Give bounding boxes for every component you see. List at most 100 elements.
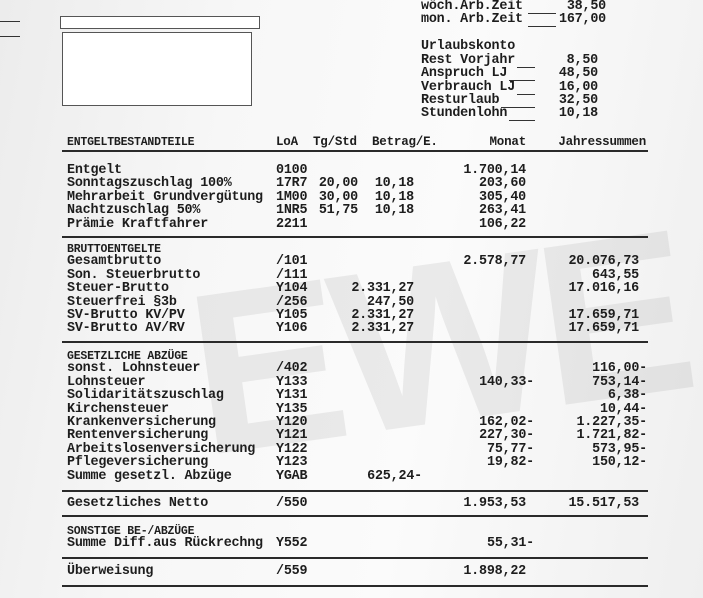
row-betrag: 2.331,27 xyxy=(351,308,414,323)
row-label: Prämie Kraftfahrer xyxy=(67,216,209,232)
row-loa: Y120 xyxy=(276,415,308,430)
row-loa: Y123 xyxy=(276,455,308,471)
row-jahressumme: 6,38- xyxy=(607,388,647,404)
section-title: BRUTTOENTGELTE xyxy=(67,243,161,256)
row-monat: 1.898,22 xyxy=(463,564,526,579)
underline xyxy=(509,80,535,82)
row-monat: 55,31- xyxy=(486,536,534,552)
row-betrag: 10,18 xyxy=(374,203,414,219)
vacation-label: Verbrauch LJ xyxy=(421,79,516,95)
row-betrag: 625,24- xyxy=(367,468,422,484)
row-loa: 1NR5 xyxy=(276,203,308,219)
column-header: ENTGELTBESTANDTEILE xyxy=(67,136,195,149)
row-loa: /101 xyxy=(276,254,308,270)
row-loa: Y106 xyxy=(276,321,308,337)
row-label: Arbeitslosenversicherung xyxy=(67,441,256,457)
row-label: Steuerfrei §3b xyxy=(67,294,177,310)
row-monat: 106,22 xyxy=(478,216,526,232)
worktime-value: 167,00 xyxy=(558,12,606,27)
row-jahressumme: 17.659,71 xyxy=(568,321,639,337)
row-label: Krankenversicherung xyxy=(67,415,216,430)
row-loa: /559 xyxy=(276,564,308,579)
divider xyxy=(62,557,648,559)
row-label: Solidaritätszuschlag xyxy=(67,388,224,404)
row-label: Lohnsteuer xyxy=(67,374,146,390)
row-loa: 1M00 xyxy=(276,189,308,205)
row-loa: /550 xyxy=(276,496,308,511)
section-title: GESETZLICHE ABZÜGE xyxy=(67,350,188,363)
divider xyxy=(62,490,648,492)
row-monat: 2.578,77 xyxy=(463,254,526,270)
row-loa: Y552 xyxy=(276,536,308,552)
vacation-value: 48,50 xyxy=(558,66,598,82)
row-label: Pflegeversicherung xyxy=(67,455,209,471)
row-loa: Y121 xyxy=(276,428,308,444)
row-loa: /402 xyxy=(276,361,308,377)
row-betrag: 247,50 xyxy=(366,294,414,310)
row-label: Kirchensteuer xyxy=(67,401,169,417)
row-label: sonst. Lohnsteuer xyxy=(67,361,201,377)
vacation-label: Stundenlohn xyxy=(421,106,508,122)
underline xyxy=(517,67,535,68)
underline xyxy=(528,13,556,14)
worktime-value: 38,50 xyxy=(566,0,606,14)
vacation-value: 16,00 xyxy=(558,79,598,95)
row-label: Steuer-Brutto xyxy=(67,281,169,297)
row-loa: Y131 xyxy=(276,388,308,404)
row-jahressumme: 643,55 xyxy=(591,267,639,283)
row-betrag: 2.331,27 xyxy=(351,281,414,297)
row-betrag: 10,18 xyxy=(374,176,414,192)
row-label: Überweisung xyxy=(67,564,154,579)
margin-mark xyxy=(0,21,20,22)
row-monat: 140,33- xyxy=(479,374,534,390)
worktime-label: mon. Arb.Zeit xyxy=(421,12,523,27)
row-monat: 75,77- xyxy=(486,441,534,457)
row-loa: Y122 xyxy=(276,441,308,457)
row-loa: 2211 xyxy=(276,216,308,232)
row-jahressumme: 573,95- xyxy=(592,441,647,457)
row-label: Gesamtbrutto xyxy=(67,254,162,270)
margin-mark xyxy=(0,36,20,37)
row-loa: /111 xyxy=(276,267,308,283)
underline xyxy=(509,120,535,122)
row-label: Summe gesetzl. Abzüge xyxy=(67,468,232,484)
row-loa: 17R7 xyxy=(276,176,308,192)
row-jahressumme: 116,00- xyxy=(592,361,647,377)
row-label: Rentenversicherung xyxy=(67,428,209,444)
vacation-value: 8,50 xyxy=(566,53,599,68)
column-header: LoA xyxy=(276,135,298,149)
row-monat: 305,40 xyxy=(478,189,526,205)
row-jahressumme: 1.721,82- xyxy=(576,428,647,444)
row-monat: 1.953,53 xyxy=(463,496,526,511)
row-jahressumme: 1.227,35- xyxy=(576,415,647,430)
row-loa: Y133 xyxy=(276,374,308,390)
divider xyxy=(62,150,648,152)
row-jahressumme: 150,12- xyxy=(592,455,647,471)
vacation-value: 10,18 xyxy=(558,106,598,122)
row-jahressumme: 10,44- xyxy=(599,401,647,417)
underline xyxy=(517,93,535,95)
row-jahressumme: 15.517,53 xyxy=(568,496,639,511)
row-monat: 1.700,14 xyxy=(463,163,526,178)
row-monat: 203,60 xyxy=(478,176,526,192)
row-label: SV-Brutto KV/PV xyxy=(67,308,185,323)
row-label: Nachtzuschlag 50% xyxy=(67,203,201,219)
divider xyxy=(62,585,648,587)
row-loa: YGAB xyxy=(276,468,308,484)
underline xyxy=(501,106,535,108)
row-monat: 19,82- xyxy=(486,455,534,471)
row-jahressumme: 17.016,16 xyxy=(568,281,639,297)
vacation-label: Anspruch LJ xyxy=(421,66,508,82)
worktime-label: wöch.Arb.Zeit xyxy=(421,0,523,14)
row-tg-std: 30,00 xyxy=(318,189,358,205)
divider xyxy=(62,341,648,343)
row-label: Gesetzliches Netto xyxy=(67,496,209,511)
underline xyxy=(528,26,556,27)
redacted-address xyxy=(62,32,252,106)
row-betrag: 2.331,27 xyxy=(351,321,414,337)
column-header: Betrag/E. xyxy=(372,135,438,149)
row-loa: Y104 xyxy=(276,281,308,297)
row-label: Son. Steuerbrutto xyxy=(67,267,201,283)
vacation-label: Rest Vorjahr xyxy=(421,53,516,68)
row-loa: /256 xyxy=(276,294,308,310)
